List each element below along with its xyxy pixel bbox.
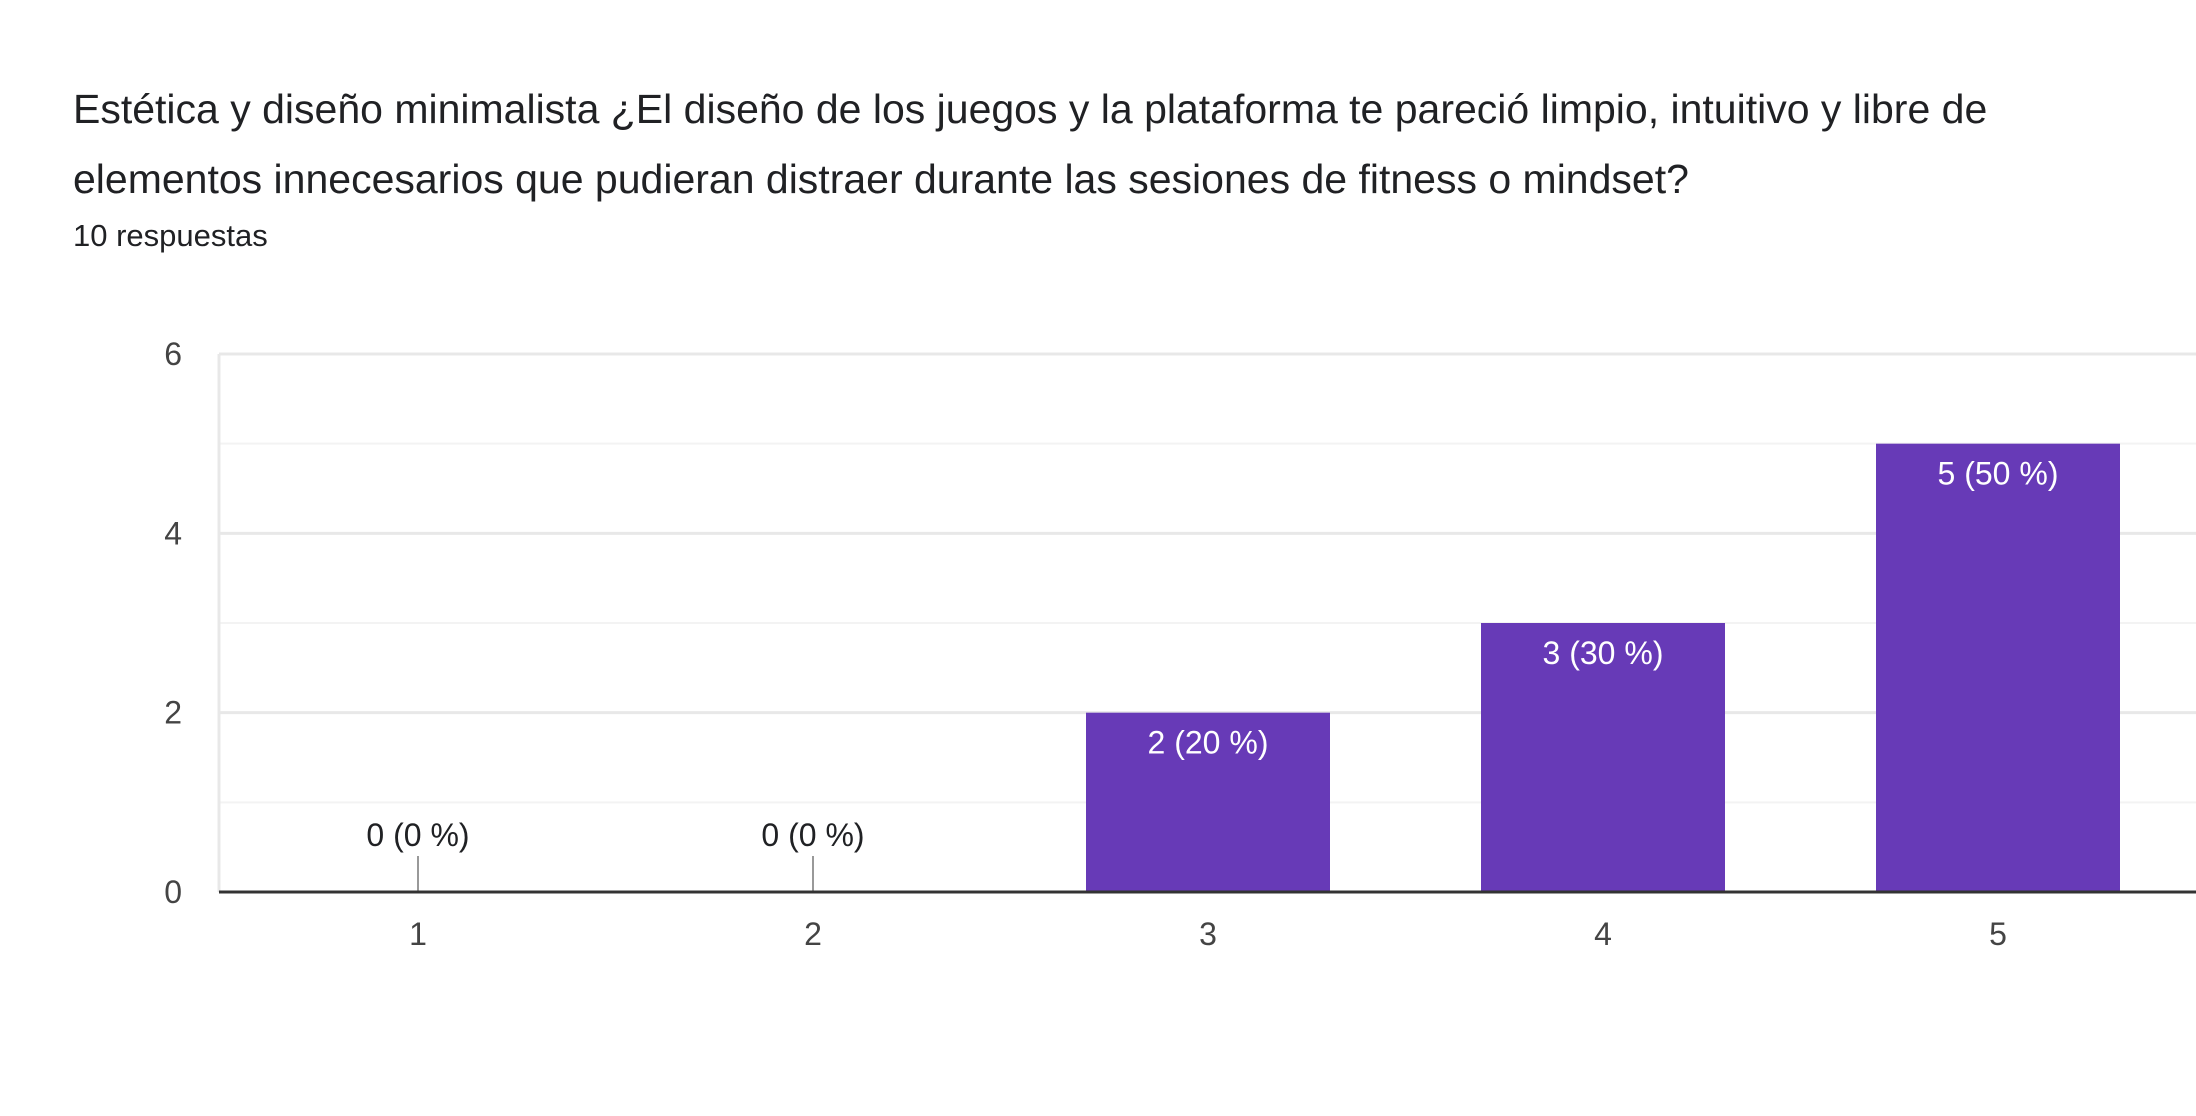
labels: 0 2 4 6 0 (0 %) 1 0 (0 %) 2 2 (20 %) 3 3 (30 %) 4 5 … (164, 336, 2058, 952)
x-tick-label: 4 (1594, 916, 1612, 952)
chart-header: Estética y diseño minimalista ¿El diseño… (73, 74, 2153, 256)
y-tick-label: 0 (164, 874, 182, 910)
bar (1086, 712, 1330, 892)
x-tick-label: 2 (804, 916, 822, 952)
x-tick-label: 5 (1989, 916, 2007, 952)
chart-title: Estética y diseño minimalista ¿El diseño… (73, 86, 1988, 202)
y-tick-label: 4 (164, 515, 182, 551)
data-label: 0 (0 %) (761, 817, 864, 853)
y-tick-label: 2 (164, 695, 182, 731)
response-count: 10 respuestas (73, 218, 268, 253)
x-tick-label: 3 (1199, 916, 1217, 952)
x-tick-label: 1 (409, 916, 427, 952)
bar (1481, 623, 1725, 892)
bars (417, 443, 2120, 892)
data-label: 5 (50 %) (1938, 456, 2059, 492)
data-label: 3 (30 %) (1543, 635, 1664, 671)
data-label: 0 (0 %) (366, 817, 469, 853)
y-tick-label: 6 (164, 336, 182, 372)
bar (1876, 443, 2120, 892)
data-label: 2 (20 %) (1148, 725, 1269, 761)
